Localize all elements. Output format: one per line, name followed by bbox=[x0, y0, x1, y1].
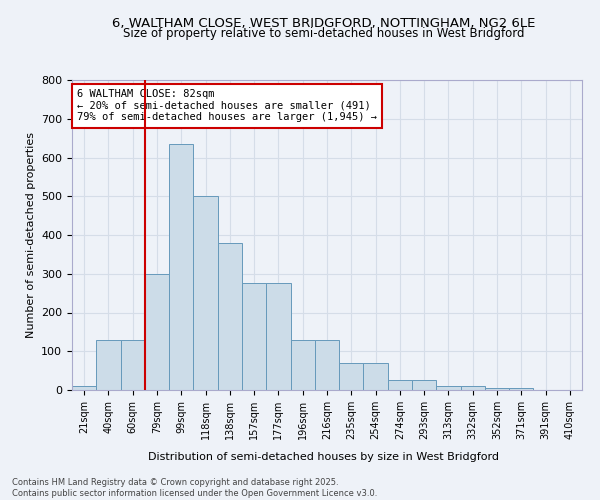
Bar bbox=[218, 243, 242, 390]
Bar bbox=[193, 196, 218, 390]
Bar bbox=[290, 340, 315, 390]
Bar bbox=[145, 274, 169, 390]
Bar bbox=[121, 340, 145, 390]
Text: Size of property relative to semi-detached houses in West Bridgford: Size of property relative to semi-detach… bbox=[123, 28, 525, 40]
Bar bbox=[436, 386, 461, 390]
Text: Contains HM Land Registry data © Crown copyright and database right 2025.
Contai: Contains HM Land Registry data © Crown c… bbox=[12, 478, 377, 498]
Y-axis label: Number of semi-detached properties: Number of semi-detached properties bbox=[26, 132, 35, 338]
Text: 6, WALTHAM CLOSE, WEST BRIDGFORD, NOTTINGHAM, NG2 6LE: 6, WALTHAM CLOSE, WEST BRIDGFORD, NOTTIN… bbox=[112, 18, 536, 30]
Bar bbox=[509, 388, 533, 390]
Bar bbox=[315, 340, 339, 390]
Text: 6 WALTHAM CLOSE: 82sqm
← 20% of semi-detached houses are smaller (491)
79% of se: 6 WALTHAM CLOSE: 82sqm ← 20% of semi-det… bbox=[77, 90, 377, 122]
Bar bbox=[412, 380, 436, 390]
Bar bbox=[242, 284, 266, 390]
Bar bbox=[96, 340, 121, 390]
Bar bbox=[388, 380, 412, 390]
Bar bbox=[72, 386, 96, 390]
Bar bbox=[169, 144, 193, 390]
Bar bbox=[364, 363, 388, 390]
Text: Distribution of semi-detached houses by size in West Bridgford: Distribution of semi-detached houses by … bbox=[149, 452, 499, 462]
Bar bbox=[266, 284, 290, 390]
Bar bbox=[485, 388, 509, 390]
Bar bbox=[339, 363, 364, 390]
Bar bbox=[461, 386, 485, 390]
